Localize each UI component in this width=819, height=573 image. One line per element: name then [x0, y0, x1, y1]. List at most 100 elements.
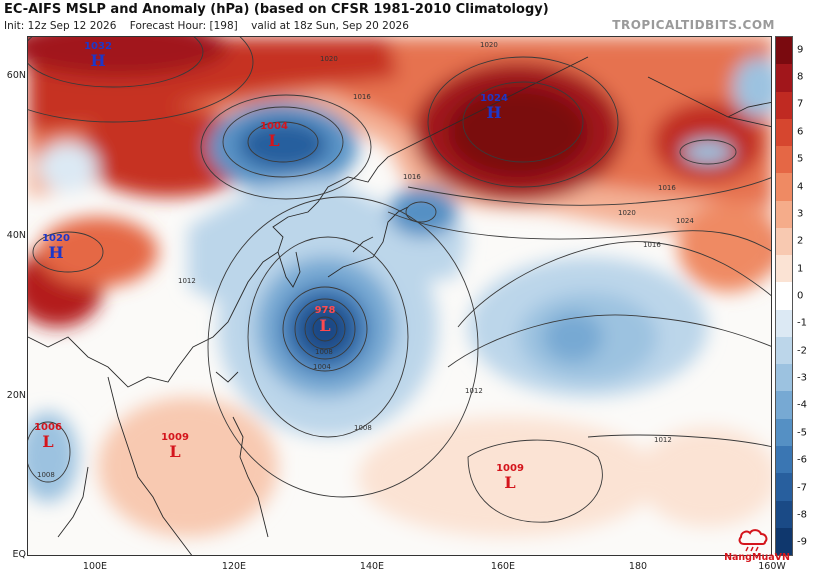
isobar-label: 1016	[643, 241, 661, 249]
isobar-label: 1016	[403, 173, 421, 181]
high-pressure-center: 1024 H	[480, 93, 508, 122]
low-pressure-center: 1009 L	[161, 432, 189, 461]
colorbar-swatch	[776, 227, 792, 256]
pressure-value: 1009	[496, 463, 524, 474]
colorbar-tick-label: -6	[797, 454, 807, 466]
lat-label: 20N	[6, 390, 26, 401]
init-time: Init: 12z Sep 12 2026	[4, 20, 117, 32]
low-pressure-center: 978 L	[315, 305, 336, 335]
lon-label: 160W	[758, 561, 786, 572]
high-symbol: H	[48, 243, 63, 262]
colorbar-swatch	[776, 255, 792, 283]
isobar-label: 1020	[320, 55, 338, 63]
lat-label: 60N	[6, 70, 26, 81]
colorbar-swatch	[776, 445, 792, 474]
isobar-label: 1012	[465, 387, 483, 395]
high-symbol: H	[486, 103, 501, 122]
mslp-anomaly-map: 1020 1020 1016 1016 1016 1020 1016 1024 …	[27, 36, 772, 556]
lon-label: 160E	[490, 561, 516, 572]
colorbar-swatch	[776, 146, 792, 174]
coastlines	[28, 56, 771, 555]
low-symbol: L	[42, 432, 53, 451]
colorbar-swatch	[776, 473, 792, 501]
isobar-label: 1020	[618, 209, 636, 217]
colorbar-swatch	[776, 200, 792, 228]
isobar-label: 1016	[658, 184, 676, 192]
pressure-value: 1020	[42, 233, 70, 244]
low-pressure-center: 1006 L	[34, 422, 62, 451]
pressure-value: 978	[315, 305, 336, 316]
lon-label: 180	[628, 561, 648, 572]
colorbar-tick-label: 8	[797, 71, 804, 83]
lon-label: 100E	[82, 561, 108, 572]
colorbar-swatch	[776, 91, 792, 119]
brand-label: TROPICALTIDBITS.COM	[612, 18, 775, 32]
colorbar-tick-label: -2	[797, 345, 807, 357]
low-symbol: L	[169, 442, 180, 461]
high-symbol: H	[90, 51, 105, 70]
isobar-label: 1020	[480, 41, 498, 49]
colorbar-tick-label: -9	[797, 536, 807, 548]
colorbar-tick-label: -5	[797, 427, 807, 439]
colorbar-swatch	[776, 418, 792, 446]
colorbar-tick-label: 1	[797, 263, 804, 275]
isobar-label: 1012	[654, 436, 672, 444]
pressure-value: 1024	[480, 93, 508, 104]
colorbar-swatch	[776, 282, 792, 310]
anomaly-shading	[28, 37, 771, 537]
colorbar-tick-label: -8	[797, 509, 807, 521]
colorbar-tick-label: -4	[797, 399, 807, 411]
colorbar-swatch	[776, 336, 792, 365]
map-canvas: 1020 1020 1016 1016 1016 1020 1016 1024 …	[28, 37, 771, 555]
isobar-label: 1004	[313, 363, 331, 371]
colorbar-tick-label: 4	[797, 181, 804, 193]
map-subtitle: Init: 12z Sep 12 2026 Forecast Hour: [19…	[4, 20, 409, 32]
lat-label: EQ	[12, 549, 26, 560]
isobar-label: 1008	[315, 348, 333, 356]
colorbar-tick-label: 5	[797, 153, 804, 165]
isobar-label: 1024	[676, 217, 694, 225]
colorbar-swatch	[776, 64, 792, 92]
colorbar-tick-label: 0	[797, 290, 804, 302]
colorbar-tick-label: 3	[797, 208, 804, 220]
colorbar-swatch	[776, 527, 792, 556]
colorbar-swatch	[776, 173, 792, 201]
pressure-value: 1032	[84, 41, 112, 52]
anomaly-colorbar	[775, 36, 793, 556]
logo-text: NangMuaVN	[724, 552, 790, 562]
colorbar-tick-label: 2	[797, 235, 804, 247]
colorbar-tick-label: 7	[797, 98, 804, 110]
colorbar-swatch	[776, 118, 792, 147]
isobars	[28, 37, 771, 523]
colorbar-tick-label: -1	[797, 317, 807, 329]
colorbar-swatch	[776, 391, 792, 419]
colorbar-swatch	[776, 37, 792, 65]
colorbar-tick-label: 9	[797, 44, 804, 56]
isobar-labels: 1020 1020 1016 1016 1016 1020 1016 1024 …	[37, 41, 694, 479]
lat-label: 40N	[6, 230, 26, 241]
isobar-label: 1012	[178, 277, 196, 285]
nangmuavn-logo: NangMuaVN	[722, 524, 792, 563]
pressure-value: 1006	[34, 422, 62, 433]
low-symbol: L	[268, 131, 279, 150]
pressure-value: 1009	[161, 432, 189, 443]
colorbar-tick-label: 6	[797, 126, 804, 138]
isobar-label: 1008	[354, 424, 372, 432]
forecast-hour: Forecast Hour: [198]	[129, 20, 238, 32]
low-pressure-center: 1009 L	[496, 463, 524, 492]
low-symbol: L	[504, 473, 515, 492]
low-symbol: L	[319, 316, 330, 335]
colorbar-tick-label: -3	[797, 372, 807, 384]
colorbar-swatch	[776, 364, 792, 392]
high-pressure-center: 1032 H	[84, 41, 112, 70]
isobar-label: 1008	[37, 471, 55, 479]
pressure-value: 1004	[260, 121, 288, 132]
colorbar-swatch	[776, 309, 792, 337]
low-pressure-center: 1004 L	[260, 121, 288, 150]
valid-time: valid at 18z Sun, Sep 20 2026	[251, 20, 409, 32]
high-pressure-center: 1020 H	[42, 233, 70, 262]
lon-label: 140E	[359, 561, 385, 572]
pressure-systems: 1032 H 1024 H 1020 H 1004 L 978 L 1006 L	[34, 41, 524, 492]
lon-label: 120E	[221, 561, 247, 572]
colorbar-tick-label: -7	[797, 482, 807, 494]
